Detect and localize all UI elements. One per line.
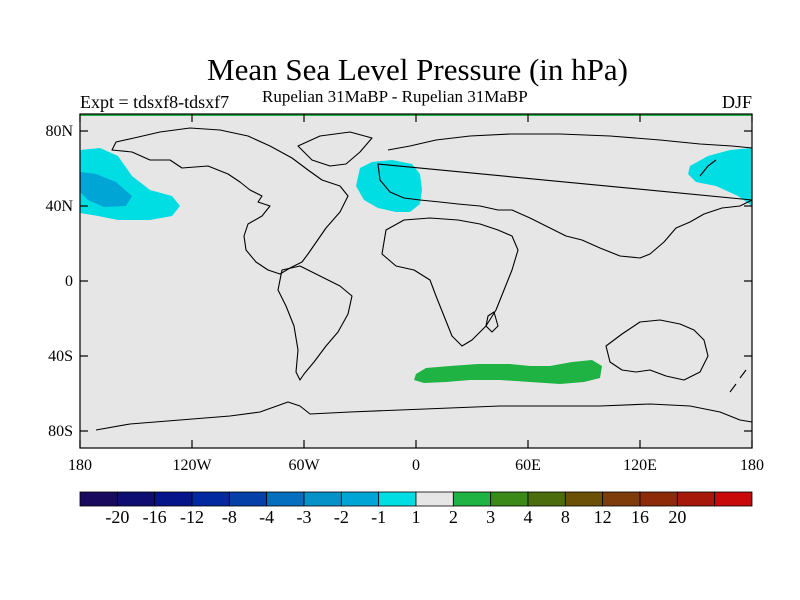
colorbar-segment [452, 491, 492, 507]
colorbar-label: 20 [668, 507, 686, 527]
colorbar-segment [303, 491, 342, 507]
colorbar-segment [714, 491, 753, 507]
lon-tick-label: 120W [172, 457, 212, 474]
colorbar-label: 16 [631, 507, 649, 527]
map-subtitle: Rupelian 31MaBP - Rupelian 31MaBP [262, 87, 528, 106]
lon-tick-label: 60W [288, 457, 320, 474]
lon-tick-label: 60E [515, 457, 541, 474]
colorbar-segment [639, 491, 678, 507]
lon-tick-label: 0 [412, 457, 420, 474]
neg-anomaly-north-pacific-core [80, 172, 132, 207]
colorbar-label: 3 [486, 507, 495, 527]
pos-anomaly-southern-ocean [414, 360, 602, 384]
colorbar-label: -20 [105, 507, 129, 527]
lat-tick-label: 40N [45, 198, 73, 215]
colorbar: -20 -16 -12 -8 -4 -3 -2 -1 1 2 3 4 8 12 16 20 [79, 491, 753, 527]
colorbar-segment [116, 491, 156, 507]
colorbar-label: 2 [449, 507, 458, 527]
colorbar-label: -8 [222, 507, 237, 527]
colorbar-segment [191, 491, 230, 507]
colorbar-segment [154, 491, 193, 507]
anomaly-fills [80, 148, 752, 384]
season-label: DJF [722, 92, 753, 112]
lon-tick-label: 120E [623, 457, 657, 474]
lat-tick-label: 80N [45, 123, 73, 140]
coastlines [95, 127, 753, 431]
colorbar-label: -4 [259, 507, 274, 527]
colorbar-segment [266, 491, 305, 507]
coast-north-america [111, 127, 349, 275]
coast-australia [605, 319, 709, 381]
colorbar-segment [79, 491, 118, 507]
colorbar-segment [378, 491, 417, 507]
colorbar-segment [676, 491, 716, 507]
colorbar-segment [228, 491, 268, 507]
coast-japan [699, 159, 717, 177]
latitude-axis: 80N 40N 0 40S 80S [45, 123, 752, 440]
colorbar-segment [490, 491, 529, 507]
lat-tick-label: 0 [65, 273, 73, 290]
colorbar-label: 1 [412, 507, 421, 527]
colorbar-label: 4 [524, 507, 533, 527]
colorbar-label: -1 [371, 507, 386, 527]
colorbar-segment [527, 491, 566, 507]
coast-eurasia [377, 133, 753, 259]
colorbar-segment [602, 491, 641, 507]
colorbar-label: -3 [297, 507, 312, 527]
neg-anomaly-north-atlantic [356, 160, 422, 212]
colorbar-label: -12 [180, 507, 204, 527]
colorbar-label: -16 [143, 507, 167, 527]
colorbar-label: 8 [561, 507, 570, 527]
coast-africa [381, 217, 519, 347]
colorbar-label: 12 [594, 507, 612, 527]
coast-madagascar [485, 311, 499, 333]
colorbar-segment [415, 491, 454, 507]
neg-anomaly-west-pacific [688, 148, 752, 206]
coast-antarctica [95, 401, 753, 431]
experiment-label: Expt = tdsxf8-tdsxf7 [80, 92, 230, 112]
lon-tick-label: 180 [740, 457, 764, 474]
coast-south-america [277, 265, 353, 381]
colorbar-label: -2 [334, 507, 349, 527]
colorbar-segment [564, 491, 604, 507]
lat-tick-label: 80S [48, 423, 73, 440]
lat-tick-label: 40S [48, 348, 73, 365]
colorbar-segment [340, 491, 380, 507]
map-title: Mean Sea Level Pressure (in hPa) [207, 52, 628, 87]
coast-new-zealand [729, 369, 747, 393]
longitude-axis: 180 120W 60W 0 60E 120E 180 [68, 114, 764, 474]
lon-tick-label: 180 [68, 457, 92, 474]
map-ocean [80, 114, 752, 448]
coast-greenland [297, 131, 373, 167]
